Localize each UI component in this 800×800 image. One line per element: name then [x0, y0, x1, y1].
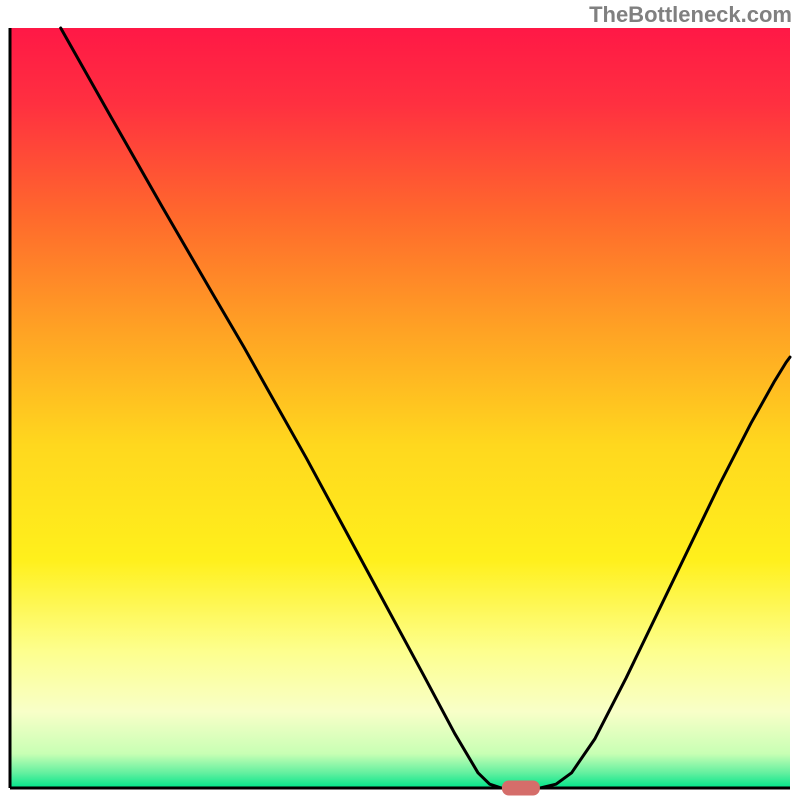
watermark-label: TheBottleneck.com: [589, 2, 792, 28]
bottleneck-curve-chart: [0, 0, 800, 800]
gradient-background: [10, 28, 790, 788]
optimal-marker: [502, 781, 540, 796]
chart-container: TheBottleneck.com: [0, 0, 800, 800]
